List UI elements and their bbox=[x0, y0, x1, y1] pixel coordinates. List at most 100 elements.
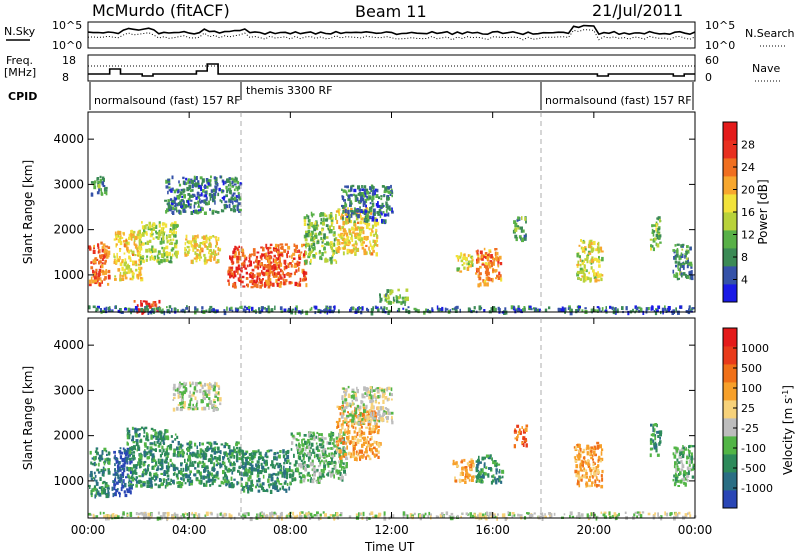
range-gate-cell bbox=[266, 461, 268, 466]
range-gate-cell bbox=[168, 481, 171, 486]
range-gate-cell bbox=[163, 479, 165, 483]
range-gate-cell bbox=[336, 445, 339, 449]
range-gate-cell bbox=[386, 289, 389, 293]
range-gate-cell bbox=[204, 382, 206, 387]
range-gate-cell bbox=[475, 460, 478, 463]
range-gate-cell bbox=[349, 442, 351, 445]
range-gate-cell bbox=[478, 478, 481, 483]
range-gate-cell bbox=[329, 212, 333, 216]
range-gate-cell bbox=[342, 251, 345, 256]
range-gate-cell bbox=[104, 308, 107, 313]
range-gate-cell bbox=[490, 254, 493, 259]
range-gate-cell bbox=[107, 269, 111, 274]
range-gate-cell bbox=[682, 272, 686, 276]
range-gate-cell bbox=[581, 259, 584, 264]
range-gate-cell bbox=[234, 450, 238, 454]
range-gate-cell bbox=[237, 469, 240, 473]
range-gate-cell bbox=[150, 476, 154, 480]
range-gate-cell bbox=[675, 272, 678, 277]
range-gate-cell bbox=[589, 277, 592, 282]
range-gate-cell bbox=[92, 489, 95, 492]
range-gate-cell bbox=[288, 255, 291, 258]
range-gate-cell bbox=[191, 453, 195, 456]
scatter-region bbox=[672, 243, 694, 281]
range-gate-cell bbox=[249, 487, 252, 491]
range-gate-cell bbox=[94, 257, 97, 260]
range-gate-cell bbox=[222, 457, 225, 461]
range-gate-cell bbox=[97, 246, 100, 249]
range-gate-cell bbox=[143, 427, 145, 431]
range-gate-cell bbox=[174, 202, 177, 207]
range-gate-cell bbox=[354, 251, 356, 255]
range-gate-cell bbox=[113, 238, 116, 241]
range-gate-cell bbox=[232, 274, 235, 279]
range-gate-cell bbox=[129, 257, 132, 262]
range-gate-cell bbox=[357, 236, 361, 240]
range-gate-cell bbox=[122, 457, 126, 461]
range-gate-cell bbox=[330, 241, 333, 244]
range-gate-cell bbox=[272, 269, 276, 272]
range-gate-cell bbox=[363, 419, 367, 422]
range-gate-cell bbox=[390, 387, 393, 392]
range-gate-cell bbox=[277, 278, 280, 282]
y-tick-label: 2000 bbox=[53, 223, 84, 237]
range-gate-cell bbox=[206, 236, 209, 240]
range-gate-cell bbox=[333, 438, 335, 443]
range-gate-cell bbox=[130, 460, 133, 464]
range-gate-cell bbox=[342, 228, 346, 233]
range-gate-cell bbox=[457, 258, 460, 262]
range-gate-cell bbox=[362, 403, 365, 407]
range-gate-cell bbox=[115, 305, 117, 310]
range-gate-cell bbox=[349, 232, 352, 236]
range-gate-cell bbox=[352, 306, 355, 311]
range-gate-cell bbox=[191, 461, 194, 465]
range-gate-cell bbox=[359, 215, 362, 219]
range-gate-cell bbox=[163, 222, 166, 226]
range-gate-cell bbox=[283, 462, 286, 465]
range-gate-cell bbox=[544, 308, 548, 313]
range-gate-cell bbox=[158, 252, 161, 256]
range-gate-cell bbox=[293, 453, 295, 458]
range-gate-cell bbox=[600, 277, 603, 282]
range-gate-cell bbox=[279, 468, 282, 474]
range-gate-cell bbox=[342, 221, 345, 226]
range-gate-cell bbox=[97, 180, 101, 184]
range-gate-cell bbox=[274, 305, 276, 311]
range-gate-cell bbox=[379, 394, 382, 398]
scatter-region bbox=[184, 234, 222, 265]
range-gate-cell bbox=[303, 274, 306, 278]
range-gate-cell bbox=[197, 463, 200, 468]
range-gate-cell bbox=[206, 441, 210, 444]
range-gate-cell bbox=[139, 428, 142, 431]
range-gate-cell bbox=[380, 195, 383, 198]
range-gate-cell bbox=[358, 405, 362, 409]
range-gate-cell bbox=[491, 475, 493, 478]
range-gate-cell bbox=[352, 231, 355, 234]
range-gate-cell bbox=[229, 255, 231, 260]
range-gate-cell bbox=[295, 305, 298, 308]
range-gate-cell bbox=[257, 477, 261, 483]
range-gate-cell bbox=[255, 463, 257, 467]
range-gate-cell bbox=[188, 203, 192, 206]
range-gate-cell bbox=[326, 441, 329, 445]
range-gate-cell bbox=[259, 483, 262, 486]
range-gate-cell bbox=[155, 435, 158, 440]
range-gate-cell bbox=[229, 182, 232, 187]
range-gate-cell bbox=[158, 235, 161, 239]
range-gate-cell bbox=[97, 272, 101, 278]
range-gate-cell bbox=[306, 223, 310, 226]
range-gate-cell bbox=[386, 195, 390, 200]
range-gate-cell bbox=[299, 432, 301, 437]
range-gate-cell bbox=[189, 399, 191, 404]
range-gate-cell bbox=[217, 252, 220, 256]
range-gate-cell bbox=[520, 228, 523, 233]
range-gate-cell bbox=[138, 465, 142, 469]
range-gate-cell bbox=[321, 252, 324, 257]
range-gate-cell bbox=[517, 216, 520, 220]
range-gate-cell bbox=[308, 441, 311, 446]
range-gate-cell bbox=[253, 282, 256, 288]
range-gate-cell bbox=[331, 224, 333, 227]
range-gate-cell bbox=[308, 434, 311, 438]
range-gate-cell bbox=[361, 393, 364, 397]
